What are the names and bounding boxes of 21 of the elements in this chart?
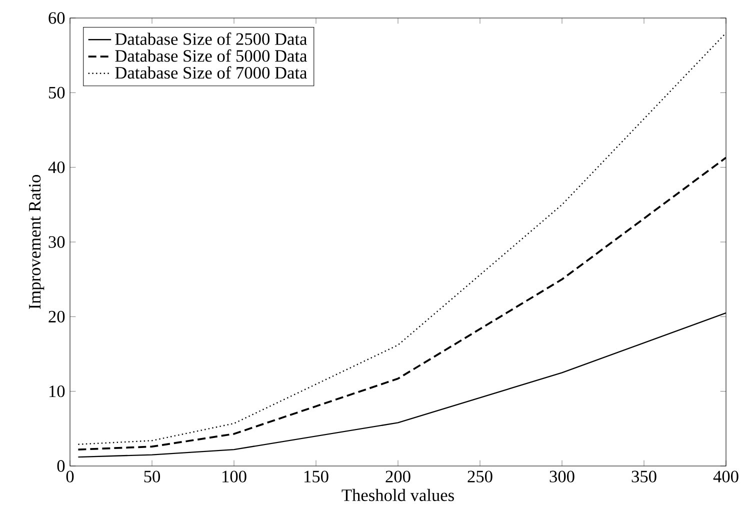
x-tick-label: 0 [66,470,74,482]
y-tick-label: 10 [49,385,65,398]
y-tick-label: 30 [48,236,65,248]
y-tick-label: 60 [48,12,65,24]
y-tick-label: 20 [48,310,65,323]
legend-label: Database Size of 2500 Data [115,32,307,45]
y-tick-label: 0 [57,460,65,472]
y-tick-label: 50 [48,86,65,99]
x-tick-label: 150 [304,470,328,482]
y-tick-label: 40 [48,161,65,174]
x-tick-label: 300 [550,470,574,482]
x-tick-label: 100 [222,470,246,482]
x-tick-label: 50 [144,470,160,482]
x-tick-label: 250 [468,470,492,482]
x-tick-label: 350 [632,470,656,482]
y-axis-title: Improvement Ratio [28,175,44,310]
legend-label: Database Size of 7000 Data [115,66,307,79]
x-tick-label: 400 [713,470,738,482]
legend-label: Database Size of 5000 Data [115,49,307,62]
x-tick-label: 200 [386,470,410,482]
x-axis-title: Theshold values [342,488,454,502]
